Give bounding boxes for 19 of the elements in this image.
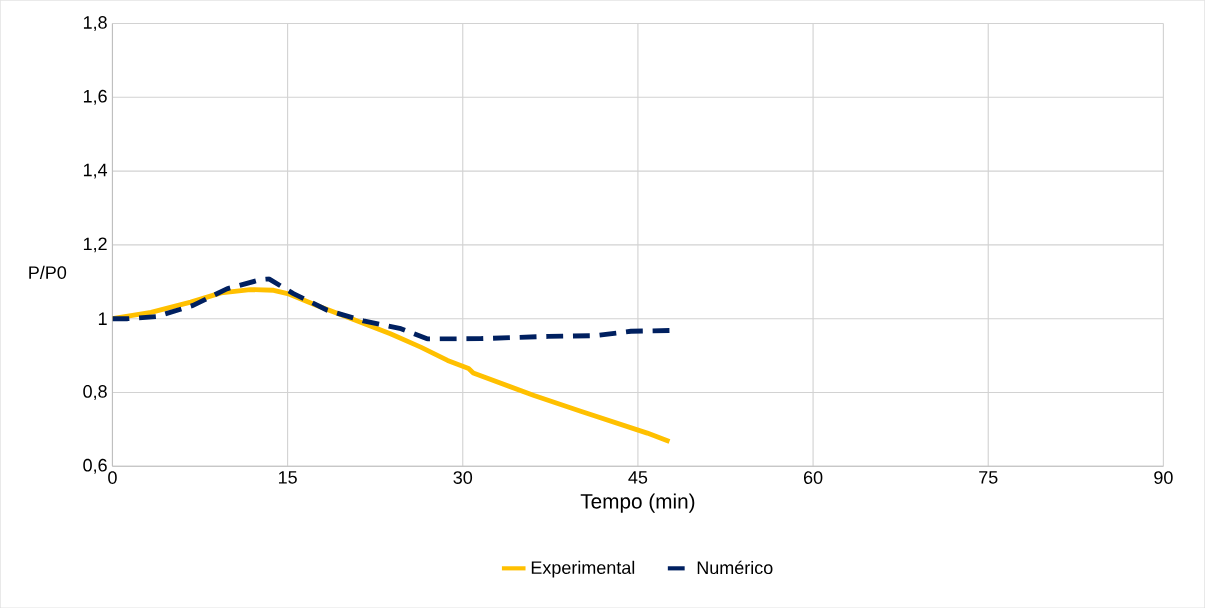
y-tick-label: 1,4: [83, 163, 108, 179]
y-tick-label: 1,6: [83, 89, 107, 105]
x-tick-label: 0: [108, 471, 117, 484]
x-tick-label: 90: [1154, 471, 1173, 484]
x-tick-label: 45: [628, 471, 648, 484]
x-tick-label: 30: [453, 471, 473, 484]
y-tick-label: 0,8: [83, 384, 107, 400]
x-axis-title: Tempo (min): [580, 493, 695, 513]
y-tick-label: 1,2: [83, 237, 107, 253]
legend-label: Experimental: [531, 560, 635, 578]
line-series: [112, 276, 672, 342]
y-tick-label: 0,6: [83, 458, 107, 474]
y-tick-label: 1,8: [83, 15, 107, 31]
legend-label: Numérico: [697, 560, 773, 574]
x-tick-label: 75: [979, 471, 998, 484]
x-tick-label: 60: [803, 471, 823, 484]
y-tick-label: 1: [98, 312, 107, 325]
y-axis-title: P/P0: [29, 265, 67, 279]
x-tick-label: 15: [278, 471, 297, 484]
